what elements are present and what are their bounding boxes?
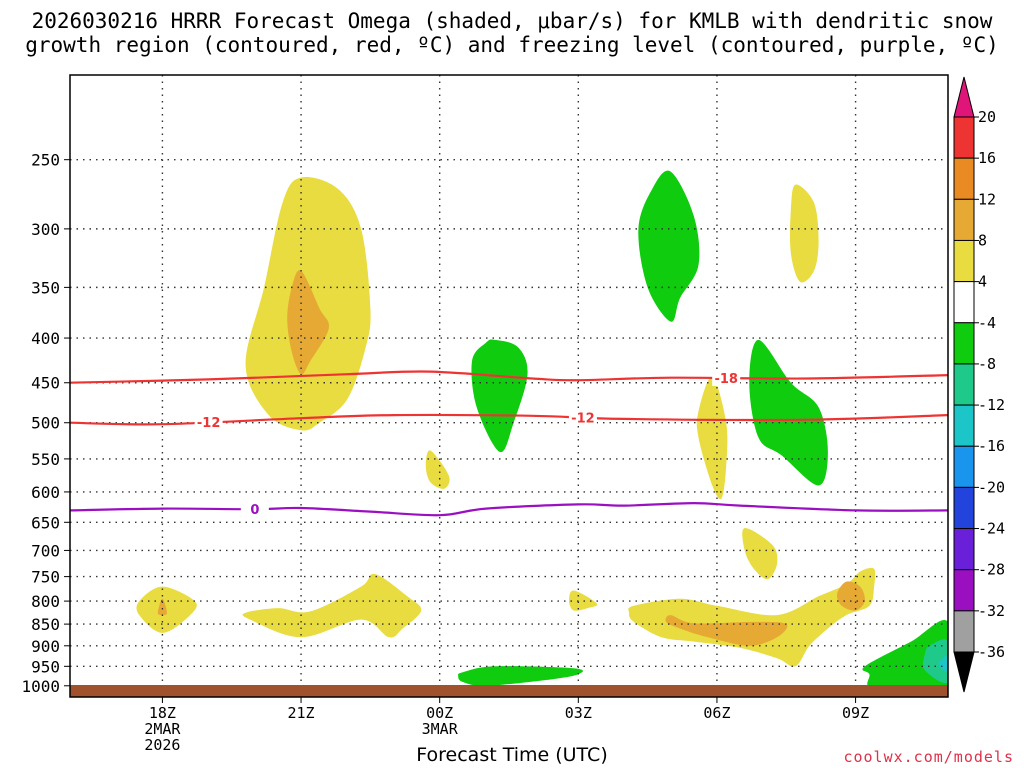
contour-label-1: -12: [197, 416, 221, 431]
omega-region-2: [425, 450, 450, 489]
y-tick-label-600: 600: [31, 483, 60, 502]
colorbar-label-11: -28: [978, 561, 1005, 579]
contour-label-0: -18: [714, 372, 738, 387]
y-tick-label-700: 700: [31, 541, 60, 560]
colorbar-label-3: 8: [978, 231, 987, 249]
contour-label-bg-3: [240, 501, 269, 518]
colorbar-bin-2: [953, 198, 975, 241]
colorbar-bin-9: [953, 486, 975, 530]
x-tick-label-03Z: 03Z: [565, 704, 592, 722]
x-tick-sublabel-18Z: 2MAR: [144, 720, 181, 738]
surface-band: [70, 685, 948, 697]
colorbar-bin-10: [953, 528, 975, 571]
omega-region-18: [922, 639, 948, 684]
colorbar-label-2: 12: [978, 190, 996, 208]
omega-region-11: [242, 573, 422, 638]
x-tick-label-21Z: 21Z: [288, 704, 315, 722]
colorbar-bottom-arrow: [953, 651, 975, 693]
x-tick-label-09Z: 09Z: [842, 704, 869, 722]
omega-region-19: [938, 655, 948, 673]
colorbar-bin-11: [953, 569, 975, 612]
colorbar-bin-8: [953, 445, 975, 488]
chart-title-line1: 2026030216 HRRR Forecast Omega (shaded, …: [31, 9, 993, 33]
contour-label-3: 0: [250, 503, 259, 518]
omega-region-4: [638, 170, 700, 322]
y-tick-label-400: 400: [31, 329, 60, 348]
colorbar-bin-3: [953, 239, 975, 283]
y-tick-label-950: 950: [31, 657, 60, 676]
x-tick-label-06Z: 06Z: [703, 704, 730, 722]
colorbar-label-0: 20: [978, 108, 996, 126]
colorbar-bin-0: [953, 116, 975, 159]
colorbar-label-1: 16: [978, 149, 996, 167]
contour-line-1: [70, 413, 948, 426]
omega-region-9: [136, 586, 197, 633]
omega-region-1: [287, 270, 330, 375]
omega-region-15: [836, 581, 865, 611]
colorbar-bin-1: [953, 157, 975, 200]
colorbar-label-5: -4: [978, 314, 996, 332]
omega-region-5: [696, 376, 728, 500]
omega-region-17: [862, 620, 948, 696]
x-axis-title: Forecast Time (UTC): [416, 744, 608, 766]
x-tick-label-00Z: 00Z: [426, 704, 453, 722]
omega-region-12: [569, 590, 598, 611]
y-tick-label-850: 850: [31, 615, 60, 634]
y-tick-label-350: 350: [31, 278, 60, 297]
omega-region-3: [471, 339, 528, 453]
chart-title-line2: growth region (contoured, red, ºC) and f…: [25, 33, 999, 57]
y-tick-label-450: 450: [31, 374, 60, 393]
colorbar-label-6: -8: [978, 355, 996, 373]
y-tick-label-250: 250: [31, 151, 60, 170]
colorbar-label-9: -20: [978, 478, 1005, 496]
omega-region-10: [157, 598, 167, 616]
contour-line-0: [70, 370, 948, 384]
y-tick-label-650: 650: [31, 513, 60, 532]
colorbar-bin-4: [953, 281, 975, 324]
contour-label-bg-0: [712, 369, 741, 386]
omega-region-8: [742, 528, 778, 580]
omega-region-14: [665, 615, 788, 646]
colorbar-label-4: 4: [978, 273, 987, 291]
omega-region-6: [749, 339, 828, 486]
colorbar-bin-5: [953, 322, 975, 365]
colorbar-label-12: -32: [978, 602, 1005, 620]
credit-text[interactable]: coolwx.com/models: [843, 748, 1014, 766]
y-tick-label-900: 900: [31, 637, 60, 656]
contour-label-2: -12: [571, 412, 595, 427]
x-tick-label-18Z: 18Z: [149, 704, 176, 722]
y-tick-label-550: 550: [31, 450, 60, 469]
contour-label-bg-2: [568, 409, 597, 426]
y-tick-label-800: 800: [31, 592, 60, 611]
colorbar-label-13: -36: [978, 643, 1005, 661]
colorbar-label-7: -12: [978, 396, 1005, 414]
colorbar-bin-6: [953, 363, 975, 406]
colorbar-label-10: -24: [978, 520, 1005, 538]
x-tick-sublabel-00Z: 3MAR: [422, 720, 459, 738]
x-tick-year-18Z: 2026: [144, 736, 180, 754]
omega-region-16: [458, 666, 583, 686]
contour-label-bg-1: [194, 414, 223, 431]
colorbar-bin-12: [953, 610, 975, 653]
omega-region-7: [789, 184, 819, 283]
colorbar-label-8: -16: [978, 437, 1005, 455]
omega-region-13: [628, 567, 876, 667]
colorbar-bin-7: [953, 404, 975, 447]
y-tick-label-300: 300: [31, 220, 60, 239]
plot-frame: [69, 74, 949, 698]
y-tick-label-750: 750: [31, 568, 60, 587]
y-tick-label-1000: 1000: [21, 677, 60, 696]
colorbar-top-arrow: [953, 76, 975, 118]
y-tick-label-500: 500: [31, 414, 60, 433]
